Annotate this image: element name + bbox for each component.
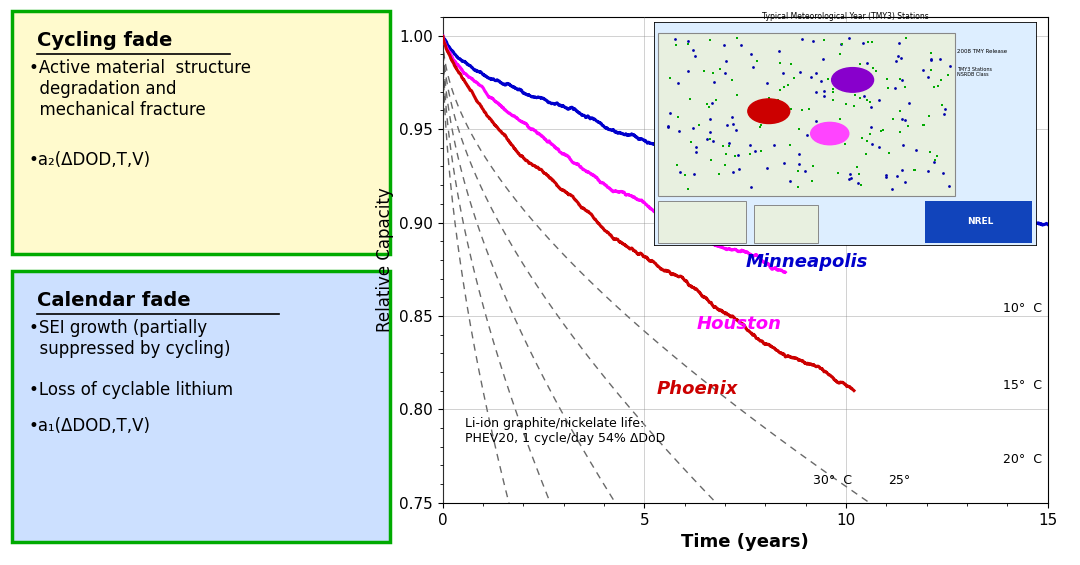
Text: Calendar fade: Calendar fade — [37, 291, 190, 310]
X-axis label: Time (years): Time (years) — [681, 533, 809, 551]
Text: Li-ion graphite/nickelate life:
PHEV20, 1 cycle/day 54% ΔDoD: Li-ion graphite/nickelate life: PHEV20, … — [465, 417, 665, 445]
Text: 25°: 25° — [888, 474, 910, 487]
Text: 15°  C: 15° C — [1002, 379, 1041, 392]
Text: 20°  C: 20° C — [1002, 453, 1041, 466]
Text: •a₂(ΔDOD,T,V): •a₂(ΔDOD,T,V) — [29, 151, 151, 170]
Text: 10°  C: 10° C — [1002, 302, 1041, 315]
Text: Cycling fade: Cycling fade — [37, 31, 173, 50]
Y-axis label: Relative Capacity: Relative Capacity — [376, 188, 393, 332]
Text: Phoenix: Phoenix — [657, 380, 738, 398]
Text: •Loss of cyclable lithium: •Loss of cyclable lithium — [29, 381, 233, 399]
FancyBboxPatch shape — [12, 271, 390, 542]
Text: •a₁(ΔDOD,T,V): •a₁(ΔDOD,T,V) — [29, 417, 151, 435]
Text: Minneapolis: Minneapolis — [745, 253, 867, 271]
Text: 30°  C: 30° C — [813, 474, 852, 487]
Text: Houston: Houston — [697, 315, 782, 333]
Text: •Active material  structure
  degradation and
  mechanical fracture: •Active material structure degradation a… — [29, 59, 251, 119]
Text: •SEI growth (partially
  suppressed by cycling): •SEI growth (partially suppressed by cyc… — [29, 319, 230, 358]
FancyBboxPatch shape — [12, 11, 390, 254]
